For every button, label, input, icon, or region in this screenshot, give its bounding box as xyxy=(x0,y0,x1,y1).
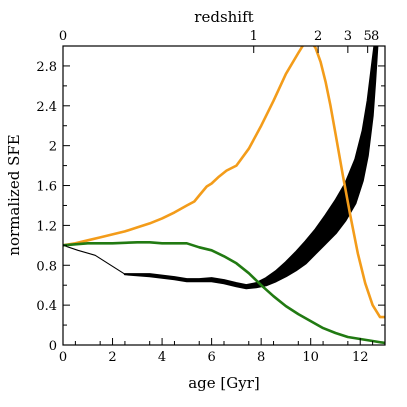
y-tick-label-4: 1.6 xyxy=(36,180,57,195)
top-axis-title: redshift xyxy=(194,8,253,26)
top-tick-label-1: 1 xyxy=(250,29,258,44)
y-tick-label-0: 0 xyxy=(49,339,57,354)
series-line-3 xyxy=(63,241,385,345)
series-band-1 xyxy=(123,46,379,290)
x-tick-label-6: 12 xyxy=(352,350,369,365)
y-tick-labels: 0 0.4 0.8 1.2 1.6 2 2.4 2.8 xyxy=(36,60,57,354)
series-line-2 xyxy=(63,46,385,319)
y-tick-label-3: 1.2 xyxy=(36,219,57,234)
x-tick-labels: 0 2 4 6 8 10 12 xyxy=(59,350,369,365)
top-tick-label-2: 2 xyxy=(314,29,322,44)
series-line-0 xyxy=(63,244,126,275)
plot-frame xyxy=(62,45,386,346)
x-axis-title: age [Gyr] xyxy=(188,374,260,392)
tick-marks xyxy=(62,45,385,346)
x-tick-label-4: 8 xyxy=(257,350,265,365)
y-axis-title: normalized SFE xyxy=(5,134,23,255)
top-tick-label-5: 8 xyxy=(371,29,379,44)
x-tick-label-5: 10 xyxy=(302,350,319,365)
top-tick-label-0: 0 xyxy=(59,29,67,44)
x-tick-label-0: 0 xyxy=(59,350,67,365)
x-tick-label-3: 6 xyxy=(207,350,215,365)
top-tick-label-4: 5 xyxy=(364,29,372,44)
y-tick-label-6: 2.4 xyxy=(36,100,57,115)
plot-area xyxy=(63,46,385,345)
y-tick-label-7: 2.8 xyxy=(36,60,57,75)
y-tick-label-2: 0.8 xyxy=(36,259,57,274)
x-tick-label-1: 2 xyxy=(108,350,116,365)
y-tick-label-5: 2 xyxy=(49,140,57,155)
top-tick-label-3: 3 xyxy=(344,29,352,44)
y-tick-label-1: 0.4 xyxy=(36,299,57,314)
x-tick-label-2: 4 xyxy=(158,350,166,365)
